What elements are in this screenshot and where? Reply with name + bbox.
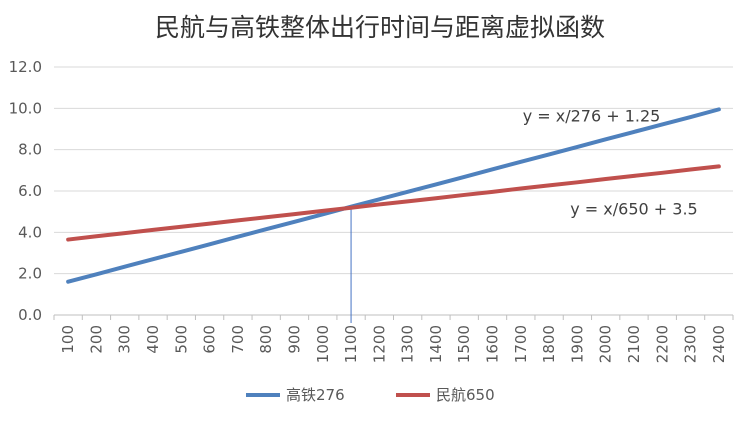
x-tick-label: 1600: [484, 325, 502, 363]
x-tick-label: 300: [116, 325, 134, 354]
x-tick-label: 2000: [597, 325, 615, 363]
x-axis: 100 200 300 400 500 600 700 800 900 1000 1100 1200 1…: [53, 314, 734, 363]
series-line-1[interactable]: [66, 107, 721, 284]
x-tick-label: 500: [172, 325, 190, 354]
y-tick-label: 0.0: [18, 306, 42, 324]
x-tick-label: 2300: [682, 325, 700, 363]
x-tick-label: 1300: [399, 325, 417, 363]
x-tick-label: 700: [229, 325, 247, 354]
x-tick-label: 400: [144, 325, 162, 354]
x-tick-label: 200: [87, 325, 105, 354]
x-tick-label: 600: [201, 325, 219, 354]
x-tick-label: 800: [257, 325, 275, 354]
y-tick-label: 12.0: [9, 58, 42, 76]
x-tick-label: 1200: [370, 325, 388, 363]
legend[interactable]: 高铁276 民航650: [246, 386, 495, 404]
x-tick-label: 1700: [512, 325, 530, 363]
x-tick-label: 2400: [710, 325, 728, 363]
x-tick-label: 1100: [342, 325, 360, 363]
series-lines: [66, 107, 721, 284]
legend-item-1[interactable]: 高铁276: [246, 386, 345, 404]
gridlines: [54, 66, 733, 275]
y-tick-label: 6.0: [18, 182, 42, 200]
x-tick-label: 900: [285, 325, 303, 354]
chart-title: 民航与高铁整体出行时间与距离虚拟函数: [155, 13, 605, 42]
y-tick-label: 10.0: [9, 99, 42, 117]
equation-label-1: y = x/276 + 1.25: [523, 107, 661, 126]
x-tick-label: 1500: [455, 325, 473, 363]
x-tick-label: 2200: [653, 325, 671, 363]
legend-item-2[interactable]: 民航650: [396, 386, 495, 404]
annotations: y = x/276 + 1.25 y = x/650 + 3.5: [523, 107, 698, 219]
x-tick-label: 2100: [625, 325, 643, 363]
legend-label: 高铁276: [286, 386, 345, 404]
x-tick-label: 1000: [314, 325, 332, 363]
series-line-2[interactable]: [66, 164, 721, 242]
x-tick-label: 1400: [427, 325, 445, 363]
x-tick-label: 1900: [568, 325, 586, 363]
equation-label-2: y = x/650 + 3.5: [570, 200, 697, 219]
y-tick-label: 8.0: [18, 141, 42, 159]
x-tick-label: 100: [59, 325, 77, 354]
x-tick-label: 1800: [540, 325, 558, 363]
y-axis: 0.0 2.0 4.0 6.0 8.0 10.0 12.0: [9, 58, 42, 324]
y-tick-label: 2.0: [18, 265, 42, 283]
legend-label: 民航650: [436, 386, 495, 404]
y-tick-label: 4.0: [18, 223, 42, 241]
